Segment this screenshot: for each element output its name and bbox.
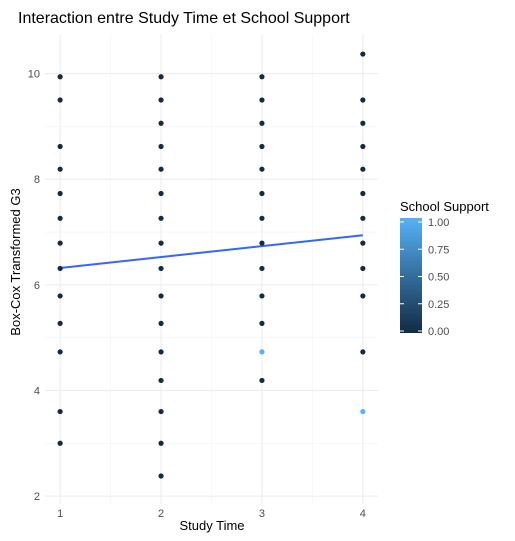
data-point [57,240,63,246]
trend-line [60,234,363,269]
data-point [360,265,366,272]
plot-grid [45,34,378,504]
legend: School Support 1.00 0.75 0.50 0.25 0.00 [400,199,489,338]
y-tick-label: 6 [34,280,40,292]
x-tick-label: 4 [360,508,366,520]
data-point [259,143,265,150]
data-point [57,320,63,326]
data-point [158,97,164,103]
y-tick-label: 4 [34,385,40,397]
y-axis-label: Box-Cox Transformed G3 [8,188,23,335]
data-point [57,408,63,415]
data-point [360,408,366,415]
data-point [158,408,164,415]
data-point [259,265,265,272]
data-point [259,74,265,80]
data-point [360,51,366,57]
data-point [360,120,366,126]
trend-line-layer [60,234,363,269]
data-point [259,293,265,299]
data-point [57,215,63,221]
data-point [259,120,265,126]
data-point [158,166,164,172]
chart-title: Interaction entre Study Time et School S… [18,10,350,27]
colorbar-tick-label: 1.00 [428,217,449,229]
data-point [158,120,164,126]
data-point [158,190,164,197]
data-point [360,215,366,221]
colorbar-tick-label: 0.75 [428,244,449,256]
x-tick-label: 1 [57,508,63,520]
data-point [158,265,164,272]
data-point [57,349,63,355]
data-point [259,190,265,197]
data-point [158,215,164,221]
legend-title: School Support [400,199,489,214]
data-point [259,166,265,172]
data-point [57,190,63,197]
data-point [158,349,164,355]
data-point [360,349,366,355]
data-point [259,215,265,221]
x-tick-label: 2 [158,508,164,520]
data-point [259,320,265,326]
data-point [158,143,164,150]
data-point [57,440,63,446]
data-point [259,97,265,103]
x-tick-label: 3 [259,508,265,520]
colorbar-tick-label: 0.50 [428,272,449,284]
data-point [57,143,63,150]
x-axis-label: Study Time [179,518,244,533]
colorbar-ticks: 1.00 0.75 0.50 0.25 0.00 [400,217,449,338]
data-point [158,74,164,80]
colorbar [400,218,422,333]
colorbar-tick-label: 0.25 [428,299,449,311]
data-point [158,320,164,326]
y-tick-label: 10 [28,69,40,81]
data-point [259,240,265,246]
data-point [158,440,164,446]
data-point [57,293,63,299]
data-point [259,349,265,355]
data-point [360,97,366,103]
data-point [57,265,63,272]
data-point [158,473,164,479]
y-tick-label: 8 [34,174,40,186]
x-axis-ticks: 1 2 3 4 [57,508,366,520]
data-point [57,74,63,80]
data-points [57,51,366,479]
data-point [360,143,366,150]
data-point [259,377,265,384]
colorbar-tick-label: 0.00 [428,326,449,338]
y-axis-ticks: 2 4 6 8 10 [28,69,40,503]
data-point [360,293,366,299]
data-point [158,293,164,299]
data-point [360,190,366,197]
y-tick-label: 2 [34,491,40,503]
data-point [360,166,366,172]
data-point [360,240,366,246]
data-point [57,97,63,103]
data-point [158,377,164,384]
data-point [158,240,164,246]
data-point [57,166,63,172]
